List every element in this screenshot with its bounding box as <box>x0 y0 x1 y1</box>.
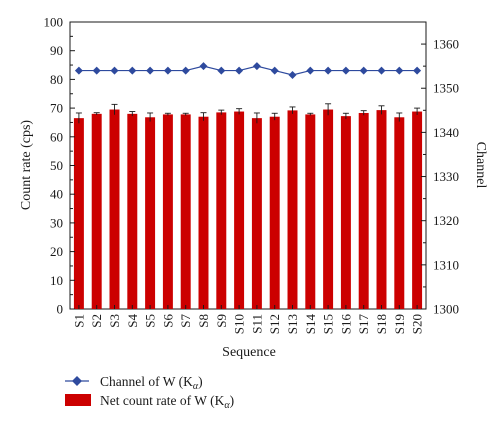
bar-s18 <box>376 110 387 309</box>
right-tick-label-1310: 1310 <box>433 257 459 272</box>
channel-point-s15 <box>324 66 333 75</box>
channel-point-s3 <box>110 66 119 75</box>
x-tick-label-s7: S7 <box>178 314 193 328</box>
legend-diamond-marker <box>72 376 82 386</box>
line-series <box>74 62 422 79</box>
bar-s3 <box>109 109 120 309</box>
x-tick-label-s6: S6 <box>160 314 175 328</box>
x-axis: S1 S2 S3 S4 S5 S6 S7 S8 S9 S10 S11 S12 S13 S14 S15 S16 S… <box>71 305 425 335</box>
channel-point-s1 <box>74 66 83 75</box>
y-axis-title: Count rate (cps) <box>19 120 34 211</box>
left-tick-label-80: 80 <box>50 72 63 87</box>
right-tick-label-1360: 1360 <box>433 37 459 52</box>
channel-point-s8 <box>199 62 208 71</box>
bar-s1 <box>73 118 84 310</box>
x-tick-label-s16: S16 <box>338 314 353 335</box>
left-tick-label-60: 60 <box>50 129 63 144</box>
channel-point-s19 <box>395 66 404 75</box>
bar-s20 <box>412 111 423 309</box>
bar-s5 <box>145 117 156 309</box>
x-tick-label-s13: S13 <box>285 314 300 334</box>
error-bars <box>75 103 421 124</box>
legend-bar-swatch <box>65 394 91 406</box>
bar-s4 <box>127 113 138 309</box>
left-tick-label-90: 90 <box>50 43 63 58</box>
right-y-axis: 1300 1310 1320 1330 1340 1350 1360 <box>421 37 459 317</box>
bar-s11 <box>251 118 262 310</box>
x-tick-label-s9: S9 <box>214 314 229 328</box>
left-tick-label-100: 100 <box>44 15 64 30</box>
x-tick-label-s10: S10 <box>232 314 247 334</box>
bar-s2 <box>91 113 102 309</box>
bar-s12 <box>269 116 280 310</box>
x-tick-label-s11: S11 <box>249 314 264 334</box>
right-tick-label-1330: 1330 <box>433 169 459 184</box>
left-y-axis: 0 10 20 30 40 50 60 70 80 90 100 <box>44 15 75 317</box>
bar-s16 <box>340 116 351 309</box>
legend-label-net-count: Net count rate of W (Kα) <box>100 393 234 411</box>
bar-s13 <box>287 110 298 309</box>
legend: Channel of W (Kα) Net count rate of W (K… <box>65 374 234 411</box>
right-tick-label-1320: 1320 <box>433 213 459 228</box>
plot-border <box>69 21 427 310</box>
bar-s6 <box>162 114 173 309</box>
channel-point-s20 <box>413 66 422 75</box>
channel-point-s6 <box>163 66 172 75</box>
x-tick-label-s19: S19 <box>392 314 407 334</box>
bar-s7 <box>180 114 191 309</box>
channel-point-s10 <box>235 66 244 75</box>
x-tick-label-s1: S1 <box>71 314 86 328</box>
channel-point-s16 <box>341 66 350 75</box>
bar-s10 <box>234 111 245 309</box>
channel-point-s9 <box>217 66 226 75</box>
left-tick-label-30: 30 <box>50 215 63 230</box>
channel-point-s17 <box>359 66 368 75</box>
x-tick-label-s3: S3 <box>107 314 122 328</box>
channel-point-s2 <box>92 66 101 75</box>
legend-item-line: Channel of W (Kα) <box>65 374 203 392</box>
legend-label-channel: Channel of W (Kα) <box>100 374 203 392</box>
right-tick-label-1300: 1300 <box>433 302 459 317</box>
bar-s14 <box>305 114 316 309</box>
x-tick-label-s4: S4 <box>125 314 140 328</box>
left-tick-label-10: 10 <box>50 273 63 288</box>
bar-s19 <box>394 117 405 309</box>
left-tick-label-40: 40 <box>50 187 63 202</box>
channel-point-s7 <box>181 66 190 75</box>
plot-frame <box>69 21 427 310</box>
x-tick-label-s2: S2 <box>89 314 104 328</box>
bar-s8 <box>198 116 209 310</box>
x-tick-label-s20: S20 <box>410 314 425 334</box>
x-axis-title: Sequence <box>222 345 276 360</box>
channel-point-s18 <box>377 66 386 75</box>
channel-point-s11 <box>252 62 261 71</box>
x-tick-label-s8: S8 <box>196 314 211 328</box>
bar-series <box>73 109 423 310</box>
x-tick-label-s18: S18 <box>374 314 389 334</box>
channel-point-s4 <box>128 66 137 75</box>
channel-point-s14 <box>306 66 315 75</box>
left-tick-label-20: 20 <box>50 244 63 259</box>
left-tick-label-50: 50 <box>50 158 63 173</box>
x-tick-label-s14: S14 <box>303 314 318 335</box>
x-tick-label-s5: S5 <box>143 314 158 328</box>
legend-item-bar: Net count rate of W (Kα) <box>65 393 234 411</box>
left-tick-label-70: 70 <box>50 101 63 116</box>
x-tick-label-s17: S17 <box>356 314 371 335</box>
bar-s9 <box>216 112 227 309</box>
channel-point-s13 <box>288 70 297 79</box>
y2-axis-title: Channel <box>473 142 488 189</box>
bar-s15 <box>323 109 334 309</box>
channel-point-s12 <box>270 66 279 75</box>
right-tick-label-1350: 1350 <box>433 81 459 96</box>
right-tick-label-1340: 1340 <box>433 125 459 140</box>
channel-point-s5 <box>146 66 155 75</box>
bar-s17 <box>358 112 369 309</box>
x-tick-label-s12: S12 <box>267 314 282 334</box>
left-tick-label-0: 0 <box>57 302 64 317</box>
x-tick-label-s15: S15 <box>321 314 336 334</box>
